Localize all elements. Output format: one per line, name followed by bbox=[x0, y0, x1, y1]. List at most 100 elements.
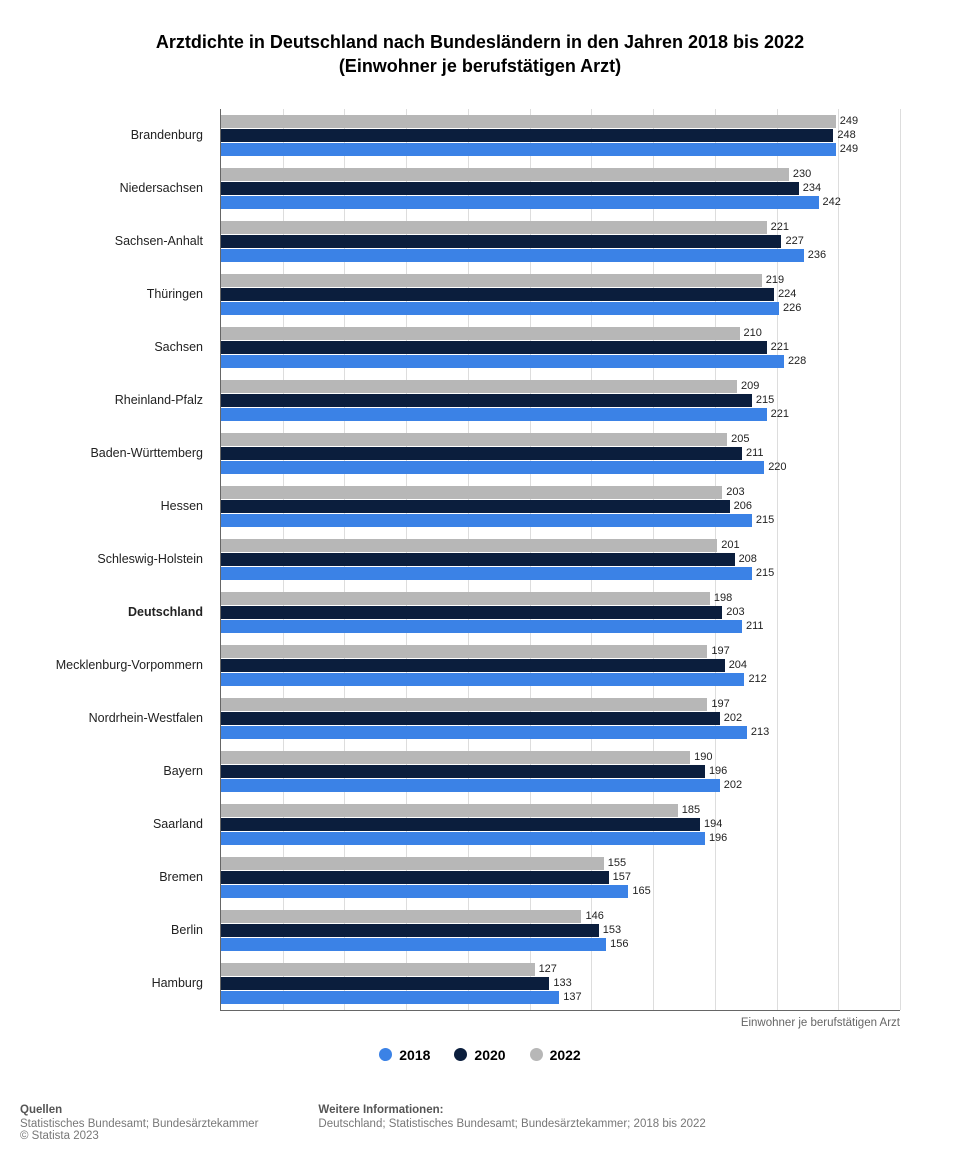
bar-row: 197 bbox=[221, 645, 900, 658]
bar-row: 202 bbox=[221, 712, 900, 725]
value-label: 146 bbox=[585, 910, 603, 922]
bar: 230 bbox=[221, 168, 789, 181]
bar-row: 221 bbox=[221, 408, 900, 421]
value-label: 165 bbox=[632, 885, 650, 897]
bar: 242 bbox=[221, 196, 819, 209]
category-group: Niedersachsen230234242 bbox=[221, 162, 900, 215]
bar: 213 bbox=[221, 726, 747, 739]
category-label: Berlin bbox=[21, 923, 211, 937]
copyright-text: © Statista 2023 bbox=[20, 1130, 258, 1142]
value-label: 226 bbox=[783, 302, 801, 314]
bar: 215 bbox=[221, 514, 752, 527]
category-label: Rheinland-Pfalz bbox=[21, 393, 211, 407]
bar-row: 205 bbox=[221, 433, 900, 446]
bar: 212 bbox=[221, 673, 744, 686]
legend-item: 2022 bbox=[530, 1047, 581, 1063]
bar: 157 bbox=[221, 871, 609, 884]
bar: 226 bbox=[221, 302, 779, 315]
sources-heading: Quellen bbox=[20, 1104, 258, 1116]
value-label: 211 bbox=[746, 620, 764, 632]
title-line-1: Arztdichte in Deutschland nach Bundeslän… bbox=[156, 32, 804, 52]
value-label: 196 bbox=[709, 832, 727, 844]
bar-row: 137 bbox=[221, 991, 900, 1004]
value-label: 197 bbox=[711, 645, 729, 657]
value-label: 213 bbox=[751, 726, 769, 738]
legend-swatch bbox=[454, 1048, 467, 1061]
category-group: Deutschland198203211 bbox=[221, 586, 900, 639]
bar: 206 bbox=[221, 500, 730, 513]
bar: 221 bbox=[221, 341, 767, 354]
bar-row: 210 bbox=[221, 327, 900, 340]
legend-label: 2020 bbox=[474, 1047, 505, 1063]
bar-row: 230 bbox=[221, 168, 900, 181]
category-group: Baden-Württemberg205211220 bbox=[221, 427, 900, 480]
bar: 153 bbox=[221, 924, 599, 937]
category-label: Deutschland bbox=[21, 605, 211, 619]
bar-row: 249 bbox=[221, 143, 900, 156]
legend-label: 2018 bbox=[399, 1047, 430, 1063]
bar: 228 bbox=[221, 355, 784, 368]
value-label: 155 bbox=[608, 857, 626, 869]
bar: 190 bbox=[221, 751, 690, 764]
value-label: 221 bbox=[771, 221, 789, 233]
category-group: Nordrhein-Westfalen197202213 bbox=[221, 692, 900, 745]
bar: 210 bbox=[221, 327, 740, 340]
value-label: 215 bbox=[756, 567, 774, 579]
legend-item: 2020 bbox=[454, 1047, 505, 1063]
title-line-2: (Einwohner je berufstätigen Arzt) bbox=[339, 56, 621, 76]
bar-row: 249 bbox=[221, 115, 900, 128]
category-label: Hamburg bbox=[21, 976, 211, 990]
bar-row: 206 bbox=[221, 500, 900, 513]
bar-row: 196 bbox=[221, 765, 900, 778]
bar-row: 221 bbox=[221, 341, 900, 354]
bar-row: 202 bbox=[221, 779, 900, 792]
value-label: 249 bbox=[840, 143, 858, 155]
bar: 227 bbox=[221, 235, 781, 248]
plot-area: Brandenburg249248249Niedersachsen2302342… bbox=[220, 109, 900, 1011]
value-label: 249 bbox=[840, 115, 858, 127]
category-group: Brandenburg249248249 bbox=[221, 109, 900, 162]
bar: 219 bbox=[221, 274, 762, 287]
bar: 197 bbox=[221, 645, 707, 658]
category-label: Thüringen bbox=[21, 287, 211, 301]
bar: 156 bbox=[221, 938, 606, 951]
value-label: 127 bbox=[539, 963, 557, 975]
bar-row: 153 bbox=[221, 924, 900, 937]
value-label: 156 bbox=[610, 938, 628, 950]
bar: 202 bbox=[221, 712, 720, 725]
bar-row: 133 bbox=[221, 977, 900, 990]
bar-row: 208 bbox=[221, 553, 900, 566]
category-label: Baden-Württemberg bbox=[21, 446, 211, 460]
value-label: 153 bbox=[603, 924, 621, 936]
bar: 236 bbox=[221, 249, 804, 262]
footer: Quellen Statistisches Bundesamt; Bundesä… bbox=[20, 1104, 940, 1142]
bar-row: 203 bbox=[221, 606, 900, 619]
value-label: 221 bbox=[771, 408, 789, 420]
value-label: 221 bbox=[771, 341, 789, 353]
bar: 215 bbox=[221, 567, 752, 580]
bar-row: 212 bbox=[221, 673, 900, 686]
bar: 202 bbox=[221, 779, 720, 792]
bar: 205 bbox=[221, 433, 727, 446]
bar-row: 156 bbox=[221, 938, 900, 951]
category-label: Saarland bbox=[21, 817, 211, 831]
bar-row: 185 bbox=[221, 804, 900, 817]
bar-row: 190 bbox=[221, 751, 900, 764]
value-label: 194 bbox=[704, 818, 722, 830]
bar-row: 221 bbox=[221, 221, 900, 234]
category-group: Sachsen-Anhalt221227236 bbox=[221, 215, 900, 268]
value-label: 198 bbox=[714, 592, 732, 604]
category-label: Mecklenburg-Vorpommern bbox=[21, 658, 211, 672]
footer-sources: Quellen Statistisches Bundesamt; Bundesä… bbox=[20, 1104, 258, 1142]
value-label: 215 bbox=[756, 394, 774, 406]
legend-item: 2018 bbox=[379, 1047, 430, 1063]
bar-row: 209 bbox=[221, 380, 900, 393]
category-label: Hessen bbox=[21, 499, 211, 513]
category-label: Brandenburg bbox=[21, 128, 211, 142]
bar: 185 bbox=[221, 804, 678, 817]
bar: 203 bbox=[221, 606, 722, 619]
bar: 211 bbox=[221, 447, 742, 460]
value-label: 185 bbox=[682, 804, 700, 816]
value-label: 211 bbox=[746, 447, 764, 459]
bar: 198 bbox=[221, 592, 710, 605]
